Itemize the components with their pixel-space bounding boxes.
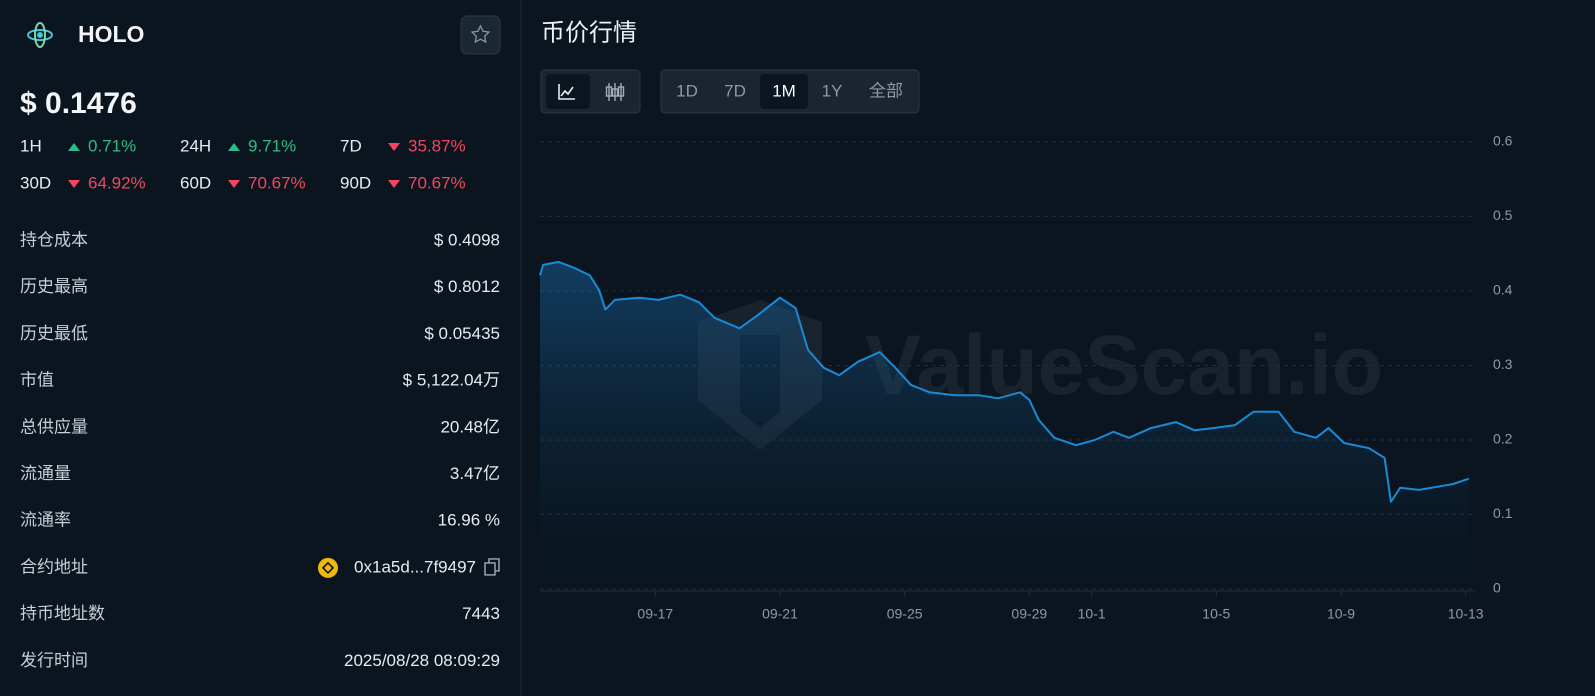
x-tick-label: 10-9 [1327,606,1355,622]
y-tick-label: 0 [1493,580,1501,596]
info-label: 发行时间 [20,651,88,670]
x-tick-label: 10-1 [1078,606,1106,622]
change-arrow [228,180,240,188]
change-period: 24H [180,136,211,155]
range-active-bg [760,74,808,109]
chart-title: 币价行情 [541,19,637,46]
change-arrow [388,143,400,151]
price: $ 0.1476 [20,87,137,120]
info-label: 持币地址数 [20,604,105,623]
change-value: 70.67% [408,173,466,192]
range-button[interactable]: 全部 [869,81,903,100]
info-value: $ 0.05435 [424,324,500,343]
info-label: 持仓成本 [20,230,88,249]
change-period: 30D [20,173,51,192]
range-button[interactable]: 1M [772,81,796,100]
info-value: $ 5,122.04万 [403,371,500,390]
info-value: $ 0.8012 [434,277,500,296]
y-tick-label: 0.1 [1493,505,1513,521]
info-value: 2025/08/28 08:09:29 [344,651,500,670]
x-tick-label: 09-17 [637,606,673,622]
change-value: 9.71% [248,136,296,155]
info-value: 7443 [462,604,500,623]
price-chart: 0 0.1 0.2 0.3 0.4 0.5 0.6 09-17 09-21 09-25 09-29 1… [539,133,1513,622]
change-value: 64.92% [88,173,146,192]
change-period: 90D [340,173,371,192]
line-chart-button[interactable] [546,74,590,109]
change-arrow [388,180,400,188]
y-tick-label: 0.5 [1493,207,1513,223]
x-tick-label: 09-29 [1011,606,1047,622]
info-label: 历史最高 [20,277,88,296]
token-info: 持仓成本 $ 0.4098 历史最高 $ 0.8012 历史最低 $ 0.05435 市值 $… [20,230,500,669]
candle-chart-button[interactable] [605,83,625,101]
range-button[interactable]: 7D [724,81,746,100]
range-button[interactable]: 1D [676,81,698,100]
y-tick-label: 0.4 [1493,282,1513,298]
change-value: 0.71% [88,136,136,155]
info-value: 20.48亿 [440,417,500,436]
info-label: 合约地址 [20,557,88,576]
chain-icon [318,557,338,578]
change-period: 1H [20,136,42,155]
info-value: 0x1a5d...7f9497 [354,557,476,576]
favorite-button[interactable] [460,15,501,55]
y-tick-label: 0.3 [1493,356,1513,372]
info-label: 流通量 [20,464,71,483]
change-value: 70.67% [248,173,306,192]
info-value: 3.47亿 [450,464,500,483]
range-buttons: 1D 7D 1M 1Y 全部 [676,74,903,109]
info-label: 总供应量 [20,417,88,436]
token-logo [27,22,53,48]
change-arrow [228,143,240,151]
range-button[interactable]: 1Y [822,81,843,100]
info-value: $ 0.4098 [434,230,500,249]
x-tick-label: 09-21 [762,606,798,622]
info-label: 历史最低 [20,324,88,343]
chain-icon-mark [321,561,335,575]
change-value: 35.87% [408,136,466,155]
y-tick-label: 0.2 [1493,431,1513,447]
change-period: 7D [340,136,362,155]
price-changes: 1H 0.71% 24H 9.71% 7D 35.87% 30D 64.92% 60D 70.67… [20,136,466,192]
change-period: 60D [180,173,211,192]
change-arrow [68,180,80,188]
x-tick-label: 10-13 [1448,606,1484,622]
token-name: HOLO [78,21,144,47]
chart-type-switch [540,69,641,114]
price-line [539,260,1470,503]
y-tick-label: 0.6 [1493,133,1513,149]
copy-icon[interactable] [484,558,500,576]
change-arrow [68,143,80,151]
info-label: 市值 [20,371,54,390]
price-area [540,261,1469,589]
x-tick-label: 09-25 [887,606,923,622]
info-label: 流通率 [20,511,71,530]
info-value: 16.96 % [438,511,500,530]
x-tick-label: 10-5 [1202,606,1230,622]
